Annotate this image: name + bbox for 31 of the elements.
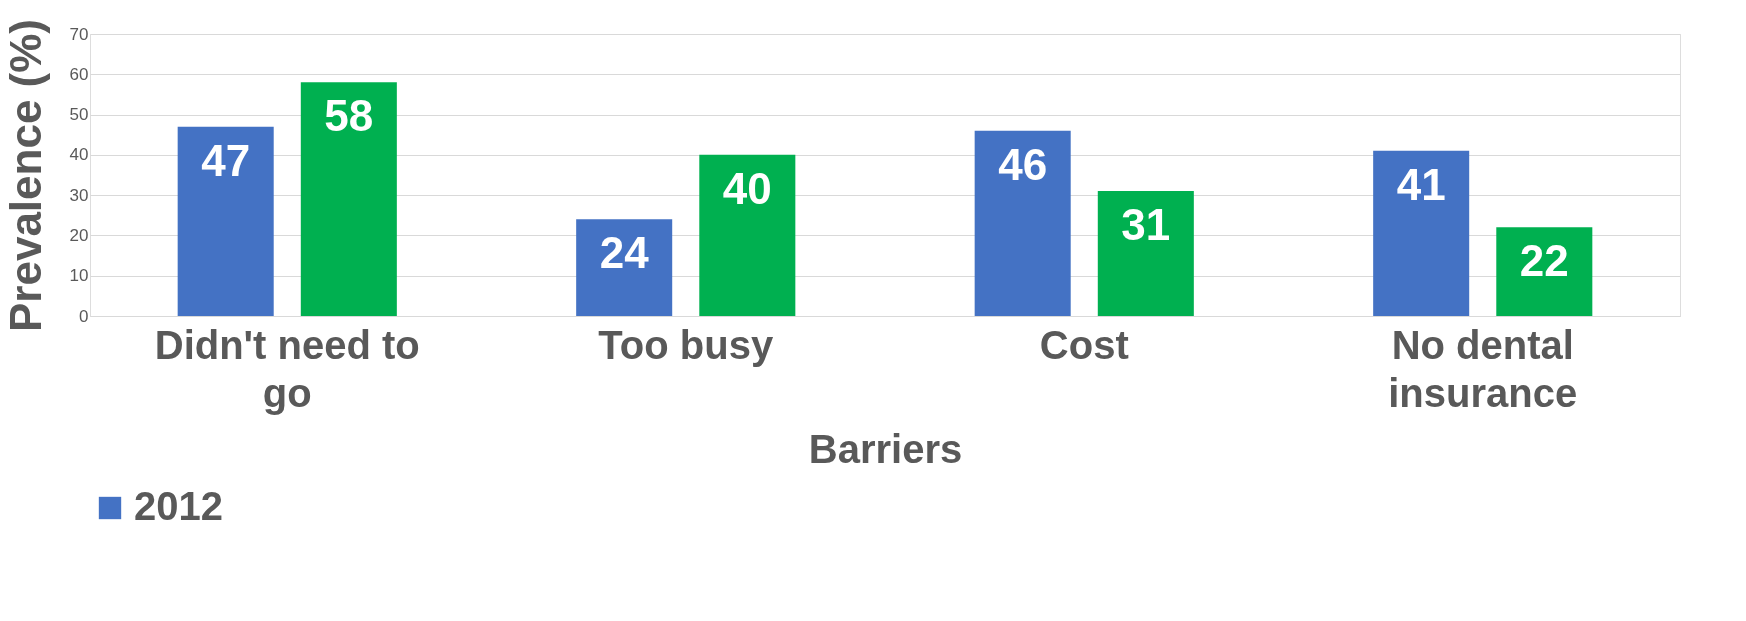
data-label: 47: [201, 135, 251, 185]
data-label: 40: [722, 163, 772, 213]
y-tick-label: 30: [69, 185, 89, 205]
y-tick-label: 20: [69, 225, 89, 245]
bar: [1373, 150, 1470, 316]
bar: [300, 82, 397, 316]
x-axis-title: Barriers: [808, 426, 963, 471]
data-label: 41: [1396, 159, 1446, 209]
bar: [576, 219, 673, 316]
y-tick-label: 40: [69, 145, 89, 165]
y-tick-label: 0: [79, 306, 89, 326]
y-axis-title: Prevalence (%): [0, 18, 50, 333]
bar: [177, 126, 274, 316]
x-tick-label: Didn't need to go: [154, 322, 420, 415]
bar: [974, 130, 1071, 316]
y-tick-label: 50: [69, 105, 89, 125]
data-label: 24: [599, 228, 650, 278]
x-tick-label: No dental insurance: [1388, 322, 1578, 415]
bar: [1496, 227, 1593, 316]
data-label: 46: [998, 139, 1048, 189]
x-tick-label: Too busy: [598, 322, 774, 367]
data-label: 31: [1121, 200, 1171, 250]
bar: [699, 154, 796, 316]
y-tick-label: 10: [69, 266, 89, 286]
data-label: 58: [324, 91, 374, 141]
legend-label: 2012: [134, 484, 223, 528]
data-label: 22: [1519, 236, 1569, 286]
y-tick-label: 70: [69, 24, 89, 44]
x-tick-label: Cost: [1039, 322, 1129, 367]
y-tick-label: 60: [69, 64, 89, 84]
bar: [1097, 191, 1194, 316]
